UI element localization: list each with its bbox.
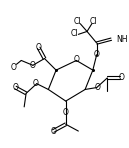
Text: Cl: Cl [90, 17, 98, 26]
Text: O: O [94, 50, 100, 59]
Text: O: O [33, 79, 39, 88]
Text: NH: NH [116, 35, 128, 44]
Text: Cl: Cl [74, 17, 81, 26]
Text: O: O [119, 73, 125, 82]
Text: O: O [11, 63, 17, 72]
Text: O: O [73, 55, 79, 64]
Text: O: O [95, 83, 101, 92]
Text: O: O [50, 127, 56, 136]
Text: O: O [13, 83, 18, 92]
Text: O: O [63, 108, 69, 117]
Text: Cl: Cl [71, 29, 78, 38]
Text: O: O [30, 61, 36, 70]
Text: O: O [36, 43, 42, 52]
